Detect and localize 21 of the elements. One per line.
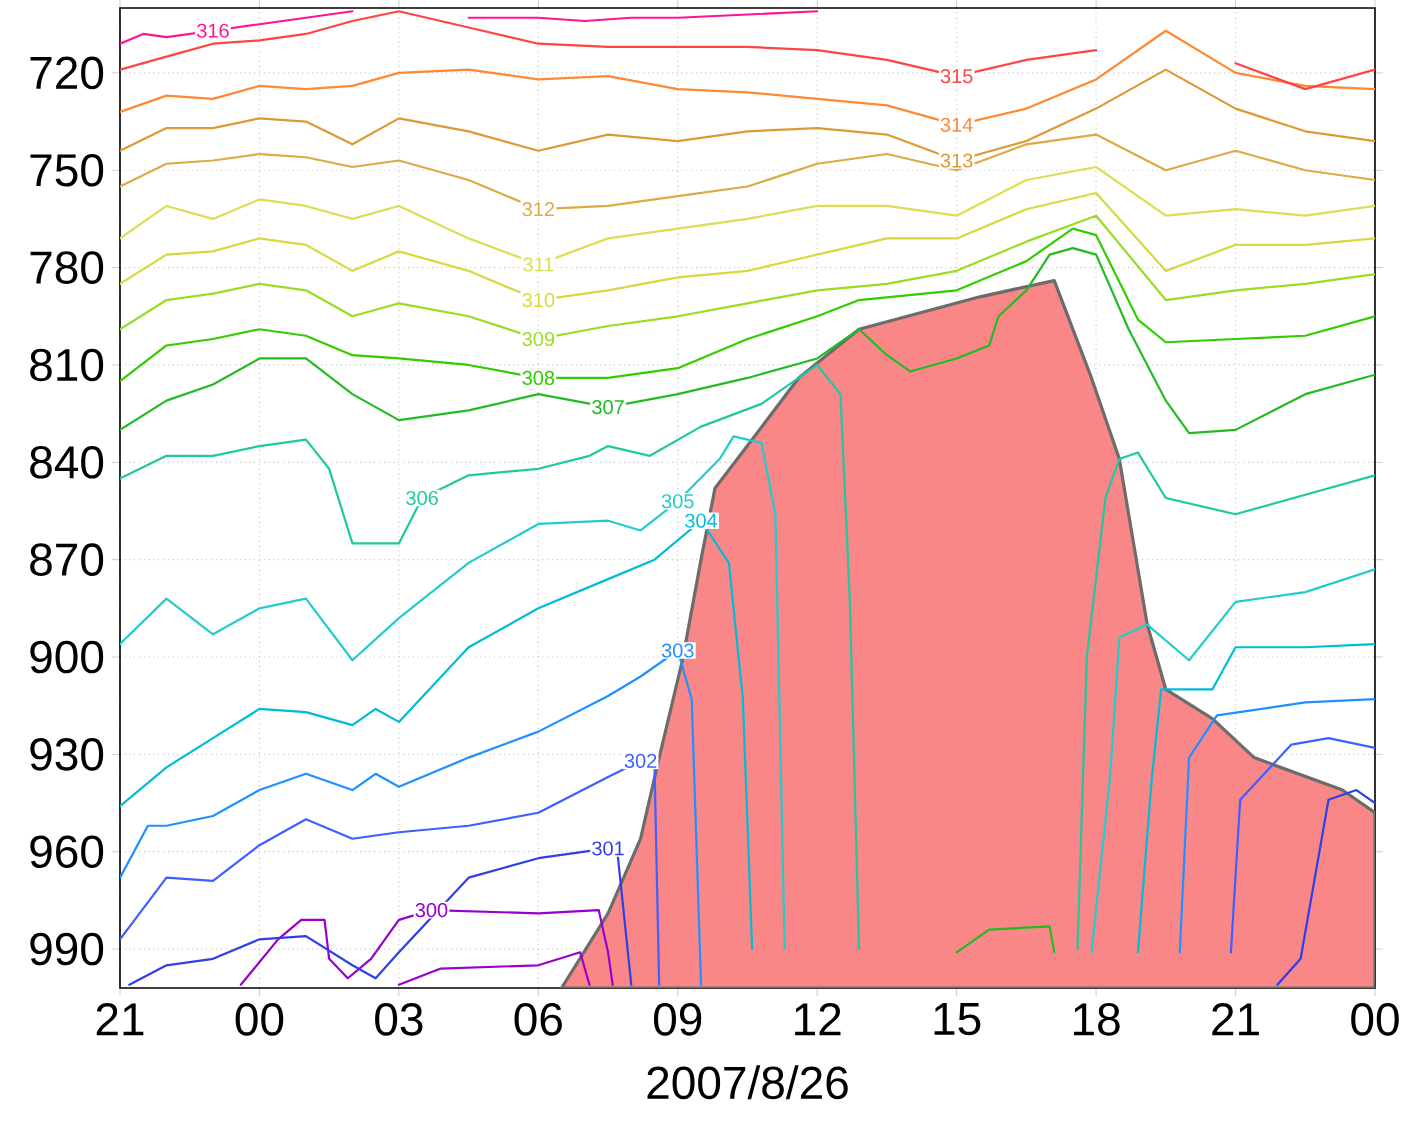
x-tick-label: 03 <box>375 1003 423 1036</box>
y-tick-label: 750 <box>30 153 104 187</box>
x-tick-label: 00 <box>235 1003 284 1036</box>
x-tick-label: 06 <box>514 1003 562 1036</box>
y-tick-label: 990 <box>30 932 104 966</box>
x-tick-label: 21 <box>1212 1003 1259 1036</box>
x-tick-label: 09 <box>653 1003 702 1036</box>
y-tick-label: 900 <box>30 640 104 674</box>
y-tick-label: 930 <box>30 738 104 771</box>
x-axis-title: 2007/8/26 <box>647 1065 848 1100</box>
y-tick-label: 810 <box>30 348 104 382</box>
x-tick-label: 21 <box>96 1003 144 1036</box>
y-tick-label: 870 <box>30 543 104 576</box>
x-tick-label: 18 <box>1074 1003 1120 1036</box>
y-tick-label: 960 <box>30 835 104 868</box>
x-tick-label: 15 <box>934 1003 981 1036</box>
y-tick-label: 840 <box>30 446 104 479</box>
x-tick-label: 00 <box>1351 1003 1399 1036</box>
y-tick-label: 720 <box>30 56 104 90</box>
y-tick-label: 780 <box>30 251 104 284</box>
x-tick-label: 12 <box>795 1003 841 1036</box>
